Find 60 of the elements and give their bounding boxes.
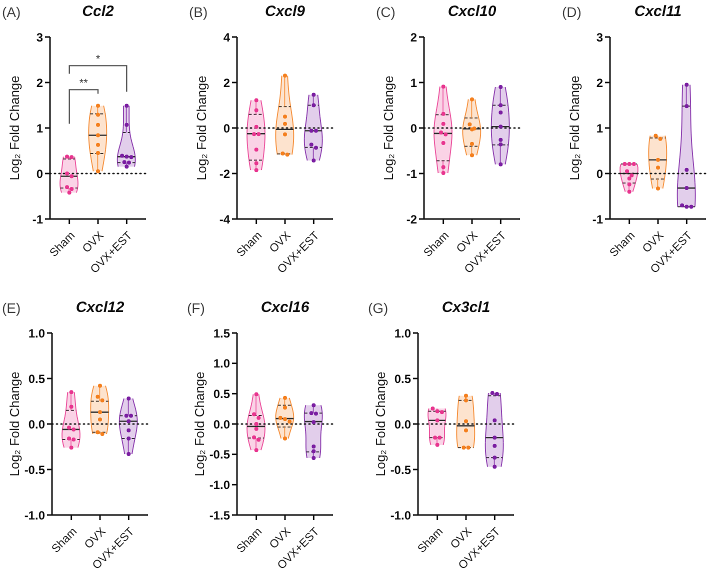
y-tick-label: 2 [36, 76, 44, 90]
y-axis-title: Log₂ Fold Change [192, 372, 206, 476]
y-tick-label: 4 [223, 30, 230, 44]
y-tick-label: 0.0 [28, 417, 46, 432]
y-tick-label: -1 [32, 212, 44, 226]
annotation: * [96, 54, 101, 66]
y-axis-title: Log₂ Fold Change [372, 372, 388, 476]
y-tick-label: 0.5 [28, 372, 46, 386]
y-tick-label: -2 [219, 166, 230, 181]
y-axis-title: Log₂ Fold Change [6, 372, 22, 476]
y-tick-label: 1 [596, 121, 604, 136]
y-tick-label: 2 [596, 76, 604, 90]
y-tick-label: -1 [406, 166, 418, 181]
y-axis-title: Log₂ Fold Change [6, 76, 22, 180]
y-tick-label: 2 [223, 76, 230, 90]
chart-title: Cxcl16 [260, 299, 310, 317]
text: (G) [368, 299, 388, 317]
y-axis-title: Log₂ Fold Change [380, 76, 396, 180]
chart-title: Cxcl12 [74, 299, 126, 317]
y-tick-label: 1 [410, 76, 418, 90]
y-tick-label: -0.5 [24, 462, 46, 477]
y-tick-label: 3 [36, 30, 44, 44]
chart-title: Cxcl11 [633, 3, 683, 21]
y-tick-label: 0.0 [394, 417, 412, 432]
chart-title: Cxcl9 [264, 3, 306, 21]
chart-title: Ccl2 [81, 3, 115, 21]
y-tick-label: 1.0 [394, 326, 412, 340]
y-tick-label: 1.0 [213, 356, 230, 371]
chart-title: Cx3cl1 [440, 299, 492, 317]
y-tick-label: 0 [596, 166, 604, 181]
y-tick-label: -0.5 [390, 462, 412, 477]
text: (D) [562, 3, 582, 21]
y-axis-title: Log₂ Fold Change [566, 76, 582, 180]
y-tick-label: 0 [410, 121, 418, 136]
y-tick-label: -2 [406, 212, 418, 226]
text: (B) [189, 3, 208, 21]
y-tick-label: -1 [592, 212, 604, 226]
y-tick-label: 3 [596, 30, 604, 44]
text: (F) [187, 299, 205, 317]
y-tick-label: 0.5 [213, 386, 230, 401]
y-tick-label: 0 [223, 121, 230, 136]
y-tick-label: 1.0 [28, 326, 46, 340]
y-tick-label: -1.0 [390, 508, 412, 522]
annotation: ** [79, 78, 89, 90]
y-axis-title: Log₂ Fold Change [194, 76, 208, 180]
y-tick-label: -1.0 [209, 478, 230, 492]
y-tick-label: -1.5 [209, 508, 230, 522]
y-tick-label: 0.0 [213, 417, 230, 432]
y-tick-label: -0.5 [209, 448, 230, 462]
chart-title: Cxcl10 [446, 3, 498, 21]
y-tick-label: 0 [36, 166, 44, 181]
y-tick-label: -1.0 [24, 508, 46, 522]
y-tick-label: 1.5 [213, 326, 230, 340]
text: (A) [2, 3, 21, 21]
text: (C) [376, 3, 396, 21]
y-tick-label: 2 [410, 30, 418, 44]
y-tick-label: 1 [36, 121, 44, 136]
text: (E) [2, 299, 21, 317]
y-tick-label: -4 [219, 212, 230, 226]
y-tick-label: 0.5 [394, 372, 412, 386]
